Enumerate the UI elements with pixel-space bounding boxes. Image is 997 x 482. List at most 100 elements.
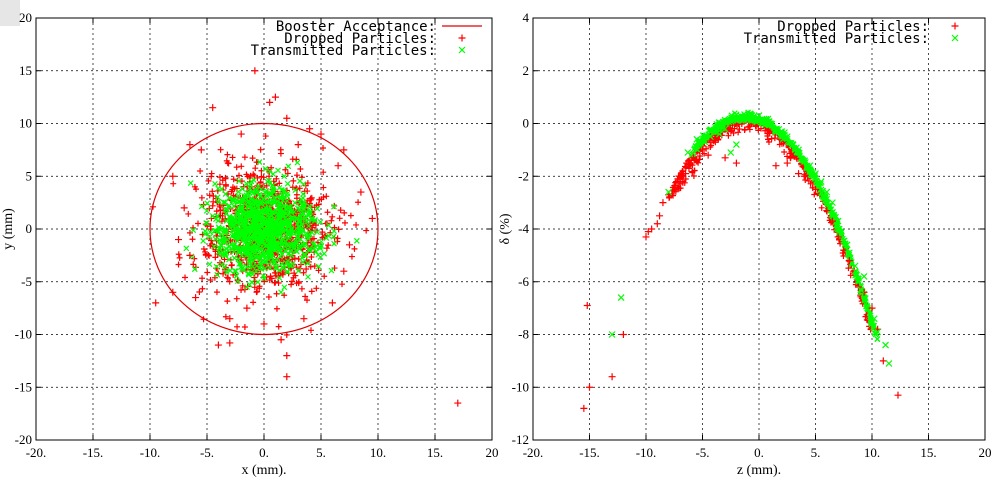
dropped-particle-point — [320, 169, 327, 176]
transmitted-particle-point — [277, 253, 284, 260]
transmitted-particle-point — [235, 188, 242, 195]
transmitted-particle-point — [318, 238, 325, 245]
transmitted-particle-point — [255, 183, 262, 190]
transmitted-particle-point — [291, 199, 298, 206]
transmitted-particle-point — [301, 202, 308, 209]
y-tick-label: 15 — [19, 63, 32, 78]
dropped-particle-point — [320, 194, 327, 201]
dropped-particle-point — [243, 304, 251, 312]
transmitted-particle-point — [230, 227, 236, 234]
transmitted-particle-point — [795, 146, 802, 154]
dropped-particle-point — [210, 193, 217, 200]
transmitted-particle-point — [235, 178, 242, 184]
transmitted-particle-point — [331, 203, 337, 210]
dropped-particle-point — [320, 145, 327, 152]
dropped-particle-point — [186, 229, 193, 236]
transmitted-particle-point — [280, 265, 287, 272]
dropped-particle-point — [288, 281, 295, 288]
transmitted-particle-point — [235, 256, 242, 263]
transmitted-particle-point — [223, 249, 230, 256]
dropped-particle-point — [226, 315, 234, 323]
transmitted-particle-point — [299, 227, 306, 234]
transmitted-particle-point — [253, 262, 260, 269]
transmitted-particle-point — [231, 268, 238, 274]
x-tick-label: -15. — [579, 445, 600, 460]
transmitted-particle-point — [860, 273, 868, 280]
transmitted-particle-point — [248, 195, 255, 202]
transmitted-particle-point — [258, 252, 264, 259]
dropped-particle-point — [894, 391, 902, 399]
dropped-particle-point — [291, 255, 298, 262]
transmitted-particle-point — [215, 224, 222, 231]
transmitted-particle-point — [823, 188, 831, 196]
transmitted-particle-point — [331, 228, 338, 234]
y-tick-label: 4 — [523, 10, 530, 25]
transmitted-particle-point — [248, 235, 255, 242]
dropped-particle-point — [277, 336, 285, 344]
dropped-particle-point — [175, 236, 182, 244]
dropped-particle-point — [335, 226, 342, 233]
dropped-particle-point — [239, 282, 246, 289]
transmitted-particle-point — [245, 228, 252, 234]
transmitted-particle-point — [701, 138, 709, 146]
dropped-particle-point — [222, 313, 229, 320]
transmitted-particle-point — [258, 261, 264, 268]
transmitted-particle-point — [209, 213, 216, 219]
dropped-particle-point — [766, 128, 773, 135]
transmitted-particle-point — [229, 196, 236, 203]
dropped-particle-point — [320, 184, 327, 191]
y-tick-label: -2 — [518, 168, 529, 183]
dropped-particle-point — [233, 295, 240, 302]
dropped-particle-point — [175, 251, 182, 258]
dropped-particle-point — [228, 188, 235, 195]
dropped-particle-point — [690, 172, 697, 179]
x-tick-label: 20 — [486, 445, 499, 460]
dropped-particle-point — [336, 215, 343, 222]
dropped-particle-point — [198, 194, 205, 201]
transmitted-particle-point — [778, 127, 786, 135]
transmitted-particle-point — [315, 263, 322, 270]
dropped-particle-point — [682, 170, 690, 178]
dropped-particle-point — [273, 305, 280, 312]
dropped-particle-point — [261, 278, 268, 285]
dropped-particle-point — [225, 275, 232, 282]
transmitted-particle-point — [226, 256, 232, 263]
dropped-particle-point — [212, 254, 219, 261]
transmitted-particle-point — [300, 181, 307, 188]
transmitted-particle-point — [851, 262, 859, 270]
dropped-particle-point — [776, 141, 783, 148]
transmitted-particle-point — [250, 248, 256, 255]
transmitted-particle-point — [827, 207, 834, 214]
transmitted-particle-point — [297, 223, 304, 230]
transmitted-particle-point — [263, 189, 269, 196]
dropped-particle-point — [228, 262, 235, 269]
transmitted-particle-point — [266, 224, 273, 231]
dropped-particle-point — [454, 399, 462, 407]
transmitted-particle-point — [190, 227, 197, 234]
dropped-particle-point — [845, 257, 853, 265]
transmitted-particle-point — [282, 226, 289, 233]
transmitted-particle-point — [732, 141, 740, 149]
y-tick-label: 20 — [19, 10, 32, 25]
transmitted-particle-point — [267, 258, 274, 265]
transmitted-particle-point — [234, 212, 241, 218]
transmitted-particle-point — [198, 203, 205, 210]
transmitted-particle-point — [270, 171, 276, 178]
x-tick-label: 10. — [370, 445, 386, 460]
transmitted-particle-point — [263, 187, 270, 194]
dropped-particle-point — [152, 299, 160, 307]
transmitted-particle-point — [298, 210, 305, 217]
dropped-particle-point — [290, 177, 297, 184]
transmitted-particle-point — [260, 273, 267, 279]
dropped-particle-point — [800, 172, 808, 180]
transmitted-particle-point — [755, 112, 763, 120]
transmitted-particle-point — [261, 226, 268, 233]
dropped-particle-point — [288, 278, 295, 285]
dropped-particle-point — [328, 299, 336, 307]
transmitted-particle-point — [331, 240, 338, 247]
transmitted-particle-point — [239, 264, 246, 271]
dropped-particle-point — [234, 323, 241, 330]
dropped-particle-point — [282, 166, 289, 173]
transmitted-particle-point — [311, 240, 318, 247]
x-tick-label: 20 — [979, 445, 992, 460]
